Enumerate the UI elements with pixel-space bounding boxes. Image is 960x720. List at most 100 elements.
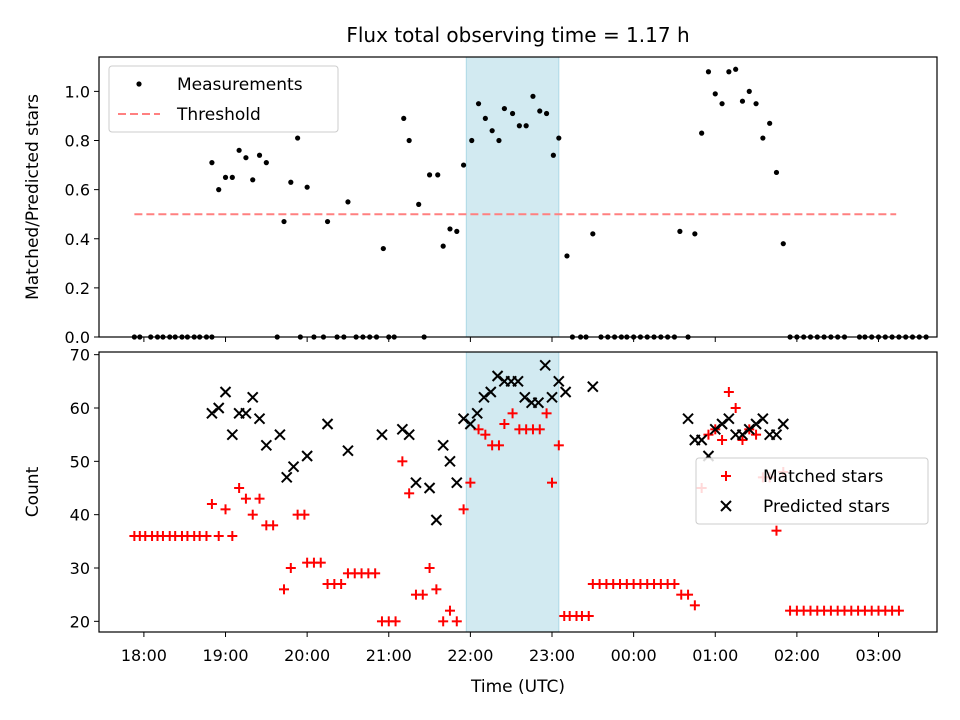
measurement-point — [406, 137, 412, 144]
matched-star-point — [315, 557, 326, 568]
measurement-point — [760, 135, 766, 141]
matched-star-point — [397, 456, 408, 467]
predicted-star-point — [559, 386, 572, 398]
predicted-star-point — [736, 428, 749, 441]
predicted-star-point — [532, 396, 545, 409]
measurement-point — [677, 228, 683, 234]
y-tick-label: 70 — [70, 346, 90, 365]
measurement-point — [401, 115, 407, 122]
matched-star-point — [547, 477, 558, 488]
legend-matched-label: Matched stars — [763, 467, 883, 487]
legend-predicted-marker — [720, 500, 732, 512]
y-tick-label: 0.0 — [65, 328, 90, 347]
predicted-star-point — [430, 514, 443, 526]
measurement-point — [726, 69, 732, 75]
axes-frame — [98, 351, 938, 633]
matched-star-point — [201, 531, 212, 541]
measurement-point — [295, 135, 301, 141]
matched-star-point — [893, 605, 904, 616]
predicted-star-point — [451, 476, 463, 489]
measurement-point — [416, 201, 422, 207]
matched-star-point — [717, 435, 728, 445]
matched-star-point — [370, 568, 381, 579]
predicted-star-point — [444, 455, 456, 468]
matched-star-point — [390, 616, 401, 627]
measurement-point — [530, 93, 536, 99]
measurement-point — [345, 199, 351, 205]
measurement-point — [509, 110, 516, 117]
predicted-star-point — [437, 439, 449, 452]
predicted-star-point — [247, 391, 259, 404]
matched-star-point — [473, 424, 484, 435]
legend-bottom: Matched stars Predicted stars — [695, 457, 929, 525]
predicted-star-point — [410, 476, 422, 489]
predicted-star-point — [206, 407, 218, 420]
predicted-star-point — [213, 402, 225, 414]
predicted-star-point — [750, 418, 762, 430]
measurement-point — [489, 128, 495, 134]
matched-star-point — [299, 509, 310, 520]
matched-star-point — [438, 616, 449, 627]
measurement-point — [263, 160, 269, 166]
matched-star-point — [227, 531, 238, 541]
matched-star-point — [220, 504, 231, 515]
predicted-star-point — [423, 482, 436, 494]
matched-star-point — [534, 424, 545, 435]
measurement-point — [550, 152, 556, 158]
matched-star-point — [541, 408, 552, 419]
measurement-point — [746, 88, 752, 94]
matched-star-point — [480, 429, 491, 440]
matched-star-point — [404, 488, 415, 499]
predicted-star-point — [777, 418, 789, 430]
matched-star-point — [683, 589, 694, 600]
matched-star-point — [268, 520, 279, 531]
x-axis-label: Time (UTC) — [470, 677, 565, 697]
measurement-point — [469, 137, 475, 144]
predicted-star-point — [519, 391, 531, 404]
predicted-star-point — [716, 418, 728, 430]
predicted-star-point — [457, 412, 470, 425]
legend-top: Measurements Threshold — [108, 65, 339, 133]
matched-star-point — [499, 419, 510, 429]
predicted-star-point — [464, 418, 477, 430]
predicted-star-point — [342, 444, 354, 457]
measurement-point — [564, 253, 570, 259]
y-tick-label: 0.6 — [65, 181, 90, 200]
matched-star-point — [451, 616, 462, 627]
y-tick-label: 40 — [70, 506, 90, 525]
measurement-point — [705, 69, 712, 75]
predicted-star-point — [709, 423, 721, 436]
predicted-star-point — [695, 434, 708, 446]
predicted-star-point — [723, 412, 735, 425]
x-tick-label: 18:00 — [121, 646, 167, 665]
matched-star-point — [431, 584, 442, 595]
measurement-point — [304, 184, 310, 190]
matched-star-point — [553, 440, 564, 451]
observing-window-span — [465, 56, 560, 338]
matched-star-point — [669, 579, 680, 589]
measurement-point — [496, 137, 502, 144]
measurement-point — [243, 155, 249, 161]
measurement-point — [773, 169, 780, 176]
matched-star-point — [240, 493, 251, 504]
y-tick-label: 0.2 — [65, 279, 90, 298]
measurement-point — [447, 226, 453, 232]
predicted-star-point — [770, 428, 783, 441]
y-tick-label: 20 — [70, 612, 90, 631]
measurement-point — [516, 123, 522, 129]
matched-star-point — [737, 435, 748, 445]
matched-star-point — [689, 600, 700, 611]
y-tick-label: 60 — [70, 399, 90, 418]
matched-star-point — [493, 440, 504, 451]
measurement-point — [209, 160, 215, 166]
ratio-panel: 0.0 0.2 0.4 0.6 0.8 1.0 Matched/Predicted star… — [23, 56, 938, 347]
matched-star-point — [247, 509, 258, 520]
measurement-point — [501, 105, 507, 112]
matched-star-point — [465, 477, 476, 488]
legend-measurements-label: Measurements — [177, 75, 303, 95]
x-tick-label: 22:00 — [447, 646, 493, 665]
matched-star-point — [771, 525, 782, 536]
x-tick-label: 19:00 — [202, 646, 248, 665]
predicted-star-point — [478, 391, 490, 404]
